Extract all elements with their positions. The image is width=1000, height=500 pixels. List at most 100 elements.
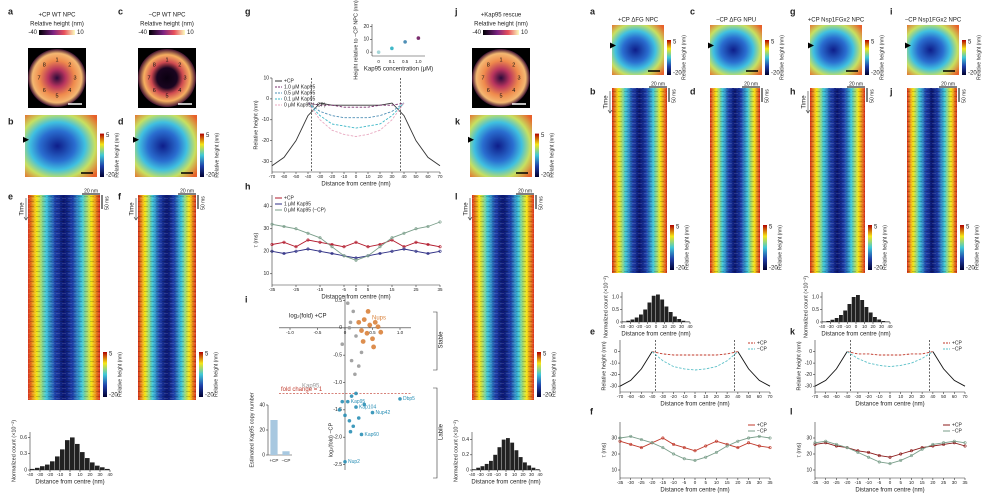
colorbar-tick: -20 [874,266,883,272]
point [398,397,402,401]
x-tick-label: 20 [735,480,741,485]
colorbar-tick: -40 [138,30,147,36]
series-marker [714,439,718,443]
x-tick-label: 30 [97,472,103,477]
y-tick-label: 0 [339,325,342,331]
series-line [846,351,934,368]
histogram-bar [822,321,826,322]
series-marker [318,240,322,244]
x-tick-label: 25 [746,480,752,485]
x-tick-label: 20 [520,472,526,477]
point [370,410,375,415]
time-arrow [607,91,613,114]
colorbar [200,133,204,177]
scale-x: 20 nm [518,188,532,194]
x-tick-label: -70 [812,394,819,399]
x-tick-label: 10 [862,324,868,329]
colorbar [960,225,964,270]
y-tick-label: -30 [262,159,269,165]
point [349,394,354,398]
series-marker [757,434,761,438]
x-tick-label: -5 [682,480,686,485]
series-marker [747,436,751,440]
colorbar [149,30,185,35]
time-arrow [467,198,473,221]
panel-title: −CP Nsp1FGx2 NPC [905,18,962,24]
series-marker [714,450,718,454]
y-tick-label: 0.5 [612,307,619,313]
series-marker [813,442,817,446]
subunit-number: 6 [487,88,490,94]
colorbar-tick: 5 [109,352,113,358]
y-tick-label: 0 [262,452,265,458]
point [354,405,358,409]
histogram-bar [839,315,843,322]
panel-letter: f [590,406,594,416]
series-marker [306,247,310,251]
x-tick-label: -10 [670,480,677,485]
colorbar [865,40,869,75]
series-line [307,102,405,119]
series-marker [342,254,346,258]
histogram-bar [100,467,105,470]
series-marker [725,444,729,448]
x-tick-label: -30 [37,472,44,477]
series-marker [270,243,274,247]
x-tick-label: 30 [952,480,958,485]
series-marker [426,243,430,247]
scale-x: 20 nm [84,188,98,194]
point [372,319,378,325]
x-tick-label: 30 [679,324,685,329]
x-tick-label: 25 [413,287,419,292]
series-line [619,435,771,461]
series-marker [877,460,881,464]
histogram-bar [660,299,665,322]
x-tick-label: -40 [469,472,476,477]
legend-label: 1 μM Kap95 [284,201,311,207]
y-tick-label: 10 [806,467,812,473]
panel-letter: j [889,86,893,96]
colorbar [667,40,671,75]
y-tick-label: -2.5 [333,462,342,468]
annotation: Stable [439,331,445,349]
scale-t: 50 ms [869,89,875,103]
colorbar-label: Relative height (nm) [974,225,980,270]
y-tick-label: 0.5 [335,298,342,304]
y-tick-label: -10 [610,360,617,366]
series-marker [672,442,676,446]
panel-letter: i [245,294,248,304]
series-marker [414,249,418,253]
panel-letter: l [455,191,458,201]
tip-arrow [708,42,714,49]
point-label: Kap95 [351,399,366,405]
colorbar [535,133,539,177]
colorbar-tick: -20 [673,71,682,77]
histogram-bar [826,321,831,322]
colorbar-label: Relative height (nm) [882,225,888,270]
x-tick-label: -30 [627,480,634,485]
annotation: Labile [439,423,445,440]
bracket [433,311,438,479]
histogram-bar [830,319,835,322]
x-tick-label: 60 [952,394,958,399]
y-tick-label: 30 [806,435,812,441]
subunit-number: 4 [68,88,71,94]
panel-letter: l [790,406,793,416]
x-tick-label: 30 [879,324,885,329]
series-line [271,239,441,248]
series-marker [942,441,946,445]
x-tick-label: 60 [425,174,431,179]
x-tick-label: 20 [930,480,936,485]
point-label: Kap104 [359,404,376,410]
y-axis-label: Relative height (nm) [796,341,802,390]
x-tick-label: 25 [941,480,947,485]
x-tick-label: -30 [660,394,667,399]
panel-letter: k [455,116,461,126]
series-marker [768,446,772,450]
point [345,399,350,404]
x-tick-label: -15 [855,480,862,485]
series-marker [909,454,913,458]
histogram-bar [864,307,869,322]
y-axis-label: τ (ms) [253,232,259,247]
tip-arrow [808,42,814,49]
